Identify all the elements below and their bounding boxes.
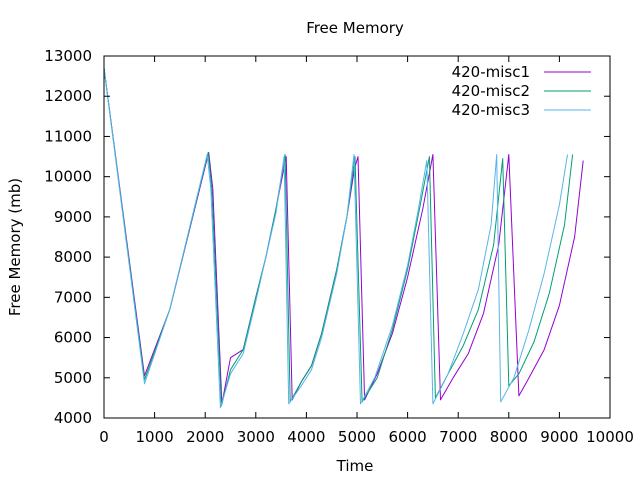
legend-label: 420-misc2	[452, 82, 530, 100]
legend-label: 420-misc3	[452, 101, 530, 119]
y-axis-ticks: 4000 5000 6000 7000 8000 9000 10000 11000 12000 1…	[44, 47, 610, 427]
x-tick-label: 3000	[237, 428, 275, 446]
plot-lines	[103, 68, 584, 409]
y-tick-label: 13000	[44, 47, 92, 65]
x-tick-label: 0	[99, 428, 109, 446]
y-tick-label: 7000	[54, 288, 92, 306]
x-tick-label: 4000	[287, 428, 325, 446]
y-tick-label: 5000	[54, 369, 92, 387]
x-tick-label: 5000	[338, 428, 376, 446]
series-line-420-misc2	[103, 68, 574, 407]
x-tick-label: 8000	[490, 428, 528, 446]
y-axis-label: Free Memory (mb)	[6, 178, 24, 316]
x-axis-ticks: 0 1000 2000 3000 4000 5000 6000 7000 8000 9000 100…	[99, 56, 634, 446]
x-tick-label: 7000	[439, 428, 477, 446]
chart-title: Free Memory	[306, 19, 404, 37]
y-tick-label: 12000	[44, 87, 92, 105]
y-tick-label: 4000	[54, 409, 92, 427]
y-tick-label: 11000	[44, 127, 92, 145]
series-line-420-misc3	[103, 68, 568, 409]
y-tick-label: 10000	[44, 168, 92, 186]
y-tick-label: 8000	[54, 248, 92, 266]
y-tick-label: 6000	[54, 329, 92, 347]
x-tick-label: 2000	[186, 428, 224, 446]
legend-label: 420-misc1	[452, 63, 530, 81]
x-tick-label: 6000	[389, 428, 427, 446]
series-line-420-misc1	[103, 68, 584, 405]
x-tick-label: 1000	[136, 428, 174, 446]
x-tick-label: 9000	[540, 428, 578, 446]
x-axis-label: Time	[336, 457, 374, 475]
y-tick-label: 9000	[54, 208, 92, 226]
x-tick-label: 10000	[586, 428, 634, 446]
